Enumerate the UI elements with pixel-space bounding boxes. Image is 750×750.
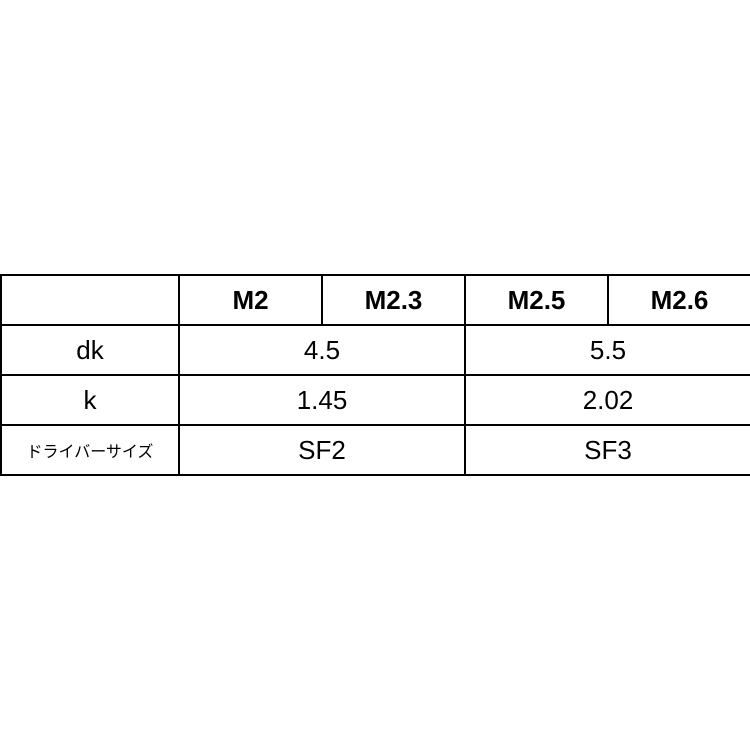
cell-driver-g2: SF3 <box>465 425 750 475</box>
row-label-driver: ドライバーサイズ <box>1 425 179 475</box>
cell-dk-g2: 5.5 <box>465 325 750 375</box>
spec-table: M2 M2.3 M2.5 M2.6 dk 4.5 5.5 k 1.45 2.02… <box>0 274 750 476</box>
table-row: ドライバーサイズ SF2 SF3 <box>1 425 750 475</box>
header-blank <box>1 275 179 325</box>
table-row: k 1.45 2.02 <box>1 375 750 425</box>
cell-dk-g1: 4.5 <box>179 325 465 375</box>
table-header-row: M2 M2.3 M2.5 M2.6 <box>1 275 750 325</box>
header-m2: M2 <box>179 275 322 325</box>
cell-k-g2: 2.02 <box>465 375 750 425</box>
row-label-dk: dk <box>1 325 179 375</box>
spec-table-container: M2 M2.3 M2.5 M2.6 dk 4.5 5.5 k 1.45 2.02… <box>0 274 750 476</box>
header-m25: M2.5 <box>465 275 608 325</box>
header-m23: M2.3 <box>322 275 465 325</box>
cell-driver-g1: SF2 <box>179 425 465 475</box>
row-label-k: k <box>1 375 179 425</box>
header-m26: M2.6 <box>608 275 750 325</box>
cell-k-g1: 1.45 <box>179 375 465 425</box>
table-row: dk 4.5 5.5 <box>1 325 750 375</box>
